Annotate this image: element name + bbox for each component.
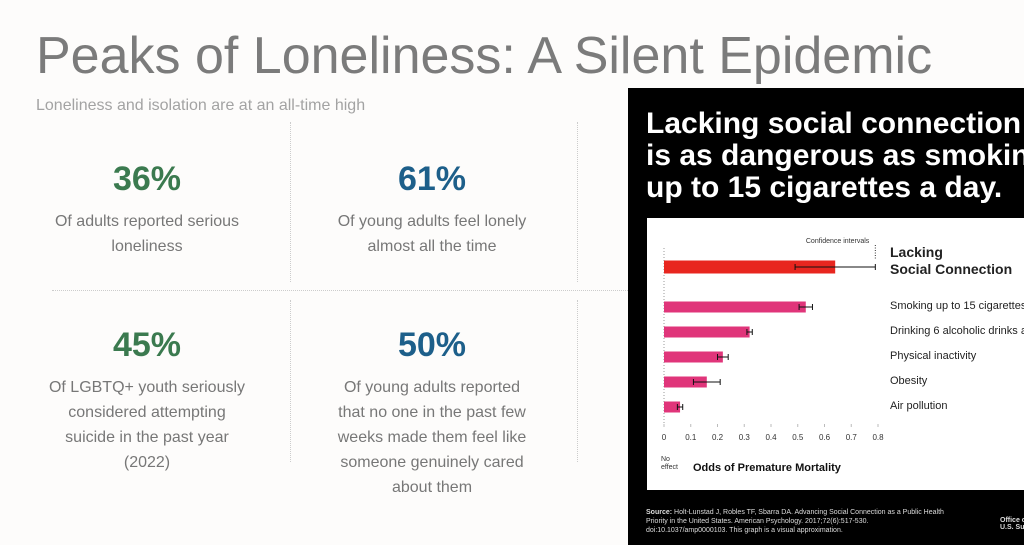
category-label: Physical inactivity — [890, 350, 977, 362]
stat-text: suicide in the past year — [65, 429, 229, 446]
error-bar — [717, 354, 729, 360]
x-tick-label: 0 — [662, 433, 667, 442]
x-tick-label: 0.3 — [739, 433, 751, 442]
error-bar — [798, 304, 813, 310]
category-label: Smoking up to 15 cigarettes a day — [890, 300, 1024, 312]
bar — [664, 401, 681, 413]
stat: 50% Of young adults reported that no one i… — [307, 326, 557, 500]
category-label: Air pollution — [890, 400, 948, 412]
stat-text: that no one in the past few — [338, 404, 526, 421]
stat-value: 50% — [397, 326, 467, 364]
stat-text: Of LGBTQ+ youth seriously — [48, 379, 246, 396]
stat-text: (2022) — [123, 454, 171, 471]
stat-text: considered attempting — [68, 404, 226, 421]
stat: 45% Of LGBTQ+ youth seriously considered a… — [22, 326, 272, 475]
stat-value: 61% — [397, 160, 467, 198]
annotation: Confidence intervals — [806, 238, 870, 245]
chart-svg: 0 0.1 0.2 0.3 0.4 0.5 0.6 0.7 0.8 Confidence inte… — [662, 238, 884, 442]
divider — [52, 290, 628, 291]
chart: 0 0.1 0.2 0.3 0.4 0.5 0.6 0.7 0.8 Confidence inte… — [647, 218, 1024, 490]
category-label: Lacking Social Connection — [890, 244, 1013, 277]
x-tick-label: 0.1 — [685, 433, 697, 442]
inset-title: Lacking social connection is as dangerou… — [646, 107, 1024, 204]
category-label: Obesity — [890, 375, 928, 387]
x-tick-label: 0.4 — [765, 433, 777, 442]
stat-text: Of young adults feel lonely — [337, 213, 527, 230]
stat-text: weeks made them feel like — [337, 429, 527, 446]
x-tick-label: 0.2 — [712, 433, 724, 442]
error-bar — [794, 264, 876, 270]
stat-text: someone genuinely cared — [340, 454, 524, 471]
stat-text: loneliness — [111, 238, 183, 255]
stat-text: almost all the time — [367, 238, 497, 255]
stat-text: Of adults reported serious — [54, 213, 240, 230]
source-text: Holt-Lunstad J, Robles TF, Sbarra DA. Ad… — [646, 509, 944, 534]
error-bar — [692, 379, 721, 385]
error-bar — [746, 329, 753, 335]
stat: 61% Of young adults feel lonely almost all… — [307, 160, 557, 259]
bar — [664, 301, 806, 313]
stat-text: about them — [391, 479, 473, 496]
bar — [664, 326, 750, 338]
x-tick-label: 0.6 — [819, 433, 831, 442]
logo-text: Office of the U.S. Surgeon General — [1000, 517, 1024, 531]
error-bar — [676, 404, 684, 410]
divider — [290, 300, 291, 462]
page-title: Peaks of Loneliness: A Silent Epidemic — [36, 27, 933, 85]
x-axis-title: Odds of Premature Mortality — [693, 462, 841, 474]
divider — [577, 300, 578, 462]
stat-text: Of young adults reported — [343, 379, 521, 396]
x-tick-label: 0.7 — [846, 433, 858, 442]
divider — [577, 122, 578, 282]
category-label: Drinking 6 alcoholic drinks a day — [890, 325, 1024, 337]
divider — [290, 122, 291, 282]
stat-value: 45% — [112, 326, 182, 364]
bar — [664, 260, 836, 274]
inset: Lacking social connection is as dangerou… — [628, 88, 1024, 545]
bar — [664, 351, 723, 363]
x-tick-label: 0.5 — [792, 433, 804, 442]
x-tick-label: 0.8 — [872, 433, 884, 442]
stat-value: 36% — [112, 160, 182, 198]
baseline-label: No effect — [661, 456, 678, 471]
bar — [664, 376, 707, 388]
source-label: Source: — [646, 509, 673, 516]
stat: 36% Of adults reported serious loneliness — [22, 160, 272, 259]
source: Source: Holt-Lunstad J, Robles TF, Sbarr… — [646, 508, 946, 535]
page-subtitle: Loneliness and isolation are at an all-t… — [36, 97, 366, 114]
